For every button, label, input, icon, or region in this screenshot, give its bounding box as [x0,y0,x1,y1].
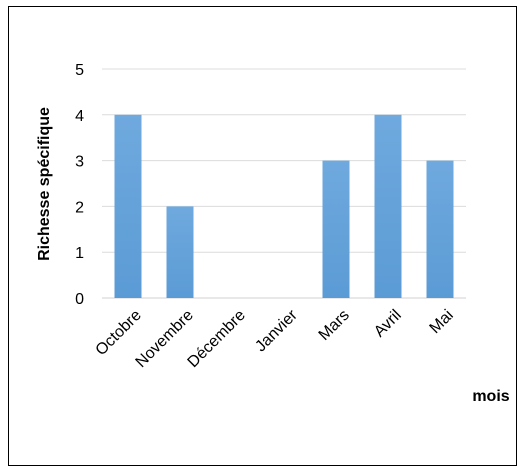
y-tick-label: 2 [75,199,84,216]
bar [166,206,194,298]
x-tick-label: Janvier [252,306,301,355]
y-tick-label: 5 [75,62,84,79]
bar [374,114,402,298]
x-tick-label: Avril [371,307,405,341]
gridlines [102,68,466,299]
y-axis-label: Richesse spécifique [36,107,53,261]
y-tick-label: 3 [75,154,84,171]
bar [322,160,350,298]
bar [426,160,454,298]
bars [114,114,454,298]
x-tick-label: Octobre [93,307,145,359]
y-tick-label: 0 [75,291,84,308]
x-axis-label: mois [472,388,509,405]
y-tick-labels: 0 1 2 3 4 5 [75,62,84,308]
y-tick-label: 1 [75,245,84,262]
bar [114,114,142,298]
x-tick-label: Mai [427,307,457,337]
x-tick-label: Mars [316,307,353,344]
y-tick-label: 4 [75,108,84,125]
